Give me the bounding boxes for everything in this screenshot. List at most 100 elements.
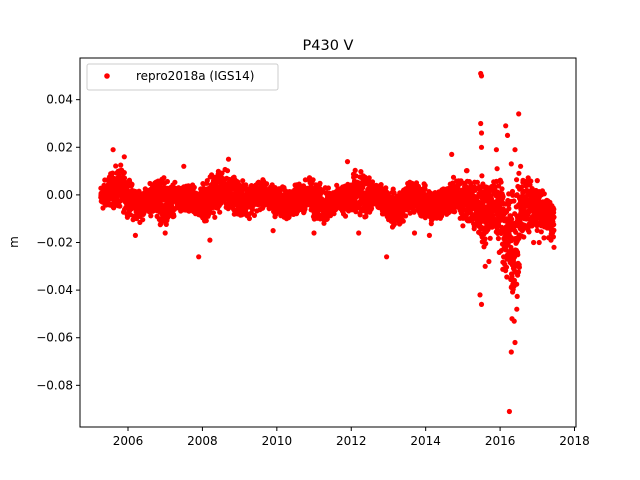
data-point [217, 209, 223, 215]
data-point [378, 182, 384, 188]
data-point [503, 264, 510, 270]
data-point [483, 241, 489, 247]
data-point [317, 180, 323, 186]
data-point [400, 218, 406, 224]
data-point [384, 254, 390, 260]
data-point [452, 209, 458, 215]
data-point [478, 218, 484, 224]
data-point [342, 213, 349, 219]
data-point [243, 182, 249, 188]
x-tick-label: 2016 [485, 434, 516, 448]
data-point [344, 159, 351, 165]
data-point [460, 223, 466, 229]
data-point [509, 316, 515, 322]
data-point [207, 237, 213, 243]
data-point [172, 179, 178, 185]
data-point [486, 258, 492, 265]
data-point [506, 206, 512, 212]
data-point [191, 184, 197, 190]
data-point [513, 229, 519, 235]
data-point [509, 273, 515, 279]
data-point [325, 185, 331, 191]
data-point [356, 230, 362, 236]
data-point [512, 339, 518, 346]
data-point [551, 206, 557, 212]
data-point [324, 216, 330, 222]
data-point [357, 212, 363, 218]
data-point [302, 177, 308, 183]
data-point [246, 215, 252, 222]
data-point [353, 209, 359, 215]
data-point [450, 174, 457, 180]
data-point [478, 130, 485, 136]
data-point [121, 154, 127, 160]
x-tick-label: 2018 [559, 434, 590, 448]
y-axis-label: m [7, 236, 21, 248]
data-point [225, 156, 232, 162]
legend: repro2018a (IGS14) [86, 63, 279, 91]
data-point [509, 235, 515, 241]
data-point [203, 218, 209, 224]
data-point [455, 185, 461, 191]
data-point [353, 173, 359, 179]
data-point [528, 178, 534, 184]
data-point [531, 239, 537, 246]
data-point [113, 163, 119, 169]
data-point [331, 211, 337, 217]
data-point [118, 162, 124, 168]
data-point [478, 73, 485, 79]
data-point [482, 263, 488, 269]
data-point [511, 198, 517, 204]
data-point [515, 269, 522, 275]
data-point [383, 185, 389, 191]
data-point [479, 173, 485, 179]
data-point [515, 252, 521, 258]
x-tick-label: 2012 [336, 434, 367, 448]
data-point [132, 232, 138, 238]
data-point [487, 235, 493, 241]
data-point [366, 175, 372, 181]
data-point [514, 281, 520, 287]
data-point [411, 209, 417, 215]
y-tick-label: −0.08 [36, 378, 73, 392]
data-point [503, 247, 509, 253]
chart-title: P430 V [303, 38, 354, 54]
data-point [224, 168, 231, 174]
y-tick-label: 0.04 [46, 93, 73, 107]
data-point [163, 221, 169, 227]
y-tick-label: −0.02 [36, 236, 73, 250]
y-tick-label: −0.04 [36, 283, 73, 297]
data-point [464, 168, 470, 174]
data-point [358, 169, 364, 175]
data-point [391, 221, 398, 227]
data-point [516, 111, 522, 117]
data-point [477, 292, 483, 298]
data-point [514, 293, 520, 299]
x-tick-label: 2008 [187, 434, 218, 448]
data-point [534, 178, 540, 184]
data-point [110, 170, 116, 176]
data-point [334, 182, 340, 188]
data-point [210, 210, 216, 216]
data-point [352, 167, 358, 173]
data-point [121, 175, 128, 181]
data-point [509, 216, 515, 222]
data-point [449, 151, 455, 157]
data-point [161, 175, 167, 181]
data-point [534, 227, 540, 233]
data-point [516, 170, 522, 176]
data-point [204, 178, 210, 184]
data-point [519, 184, 525, 190]
data-point [391, 190, 397, 196]
data-point [514, 306, 520, 312]
data-point [495, 235, 501, 242]
data-point [117, 203, 123, 209]
data-point [219, 170, 225, 176]
data-point [363, 213, 369, 219]
data-point [311, 230, 317, 236]
data-point [508, 161, 514, 167]
data-point [321, 220, 327, 226]
data-point [493, 147, 499, 153]
data-point [140, 217, 146, 223]
data-point [514, 177, 520, 183]
